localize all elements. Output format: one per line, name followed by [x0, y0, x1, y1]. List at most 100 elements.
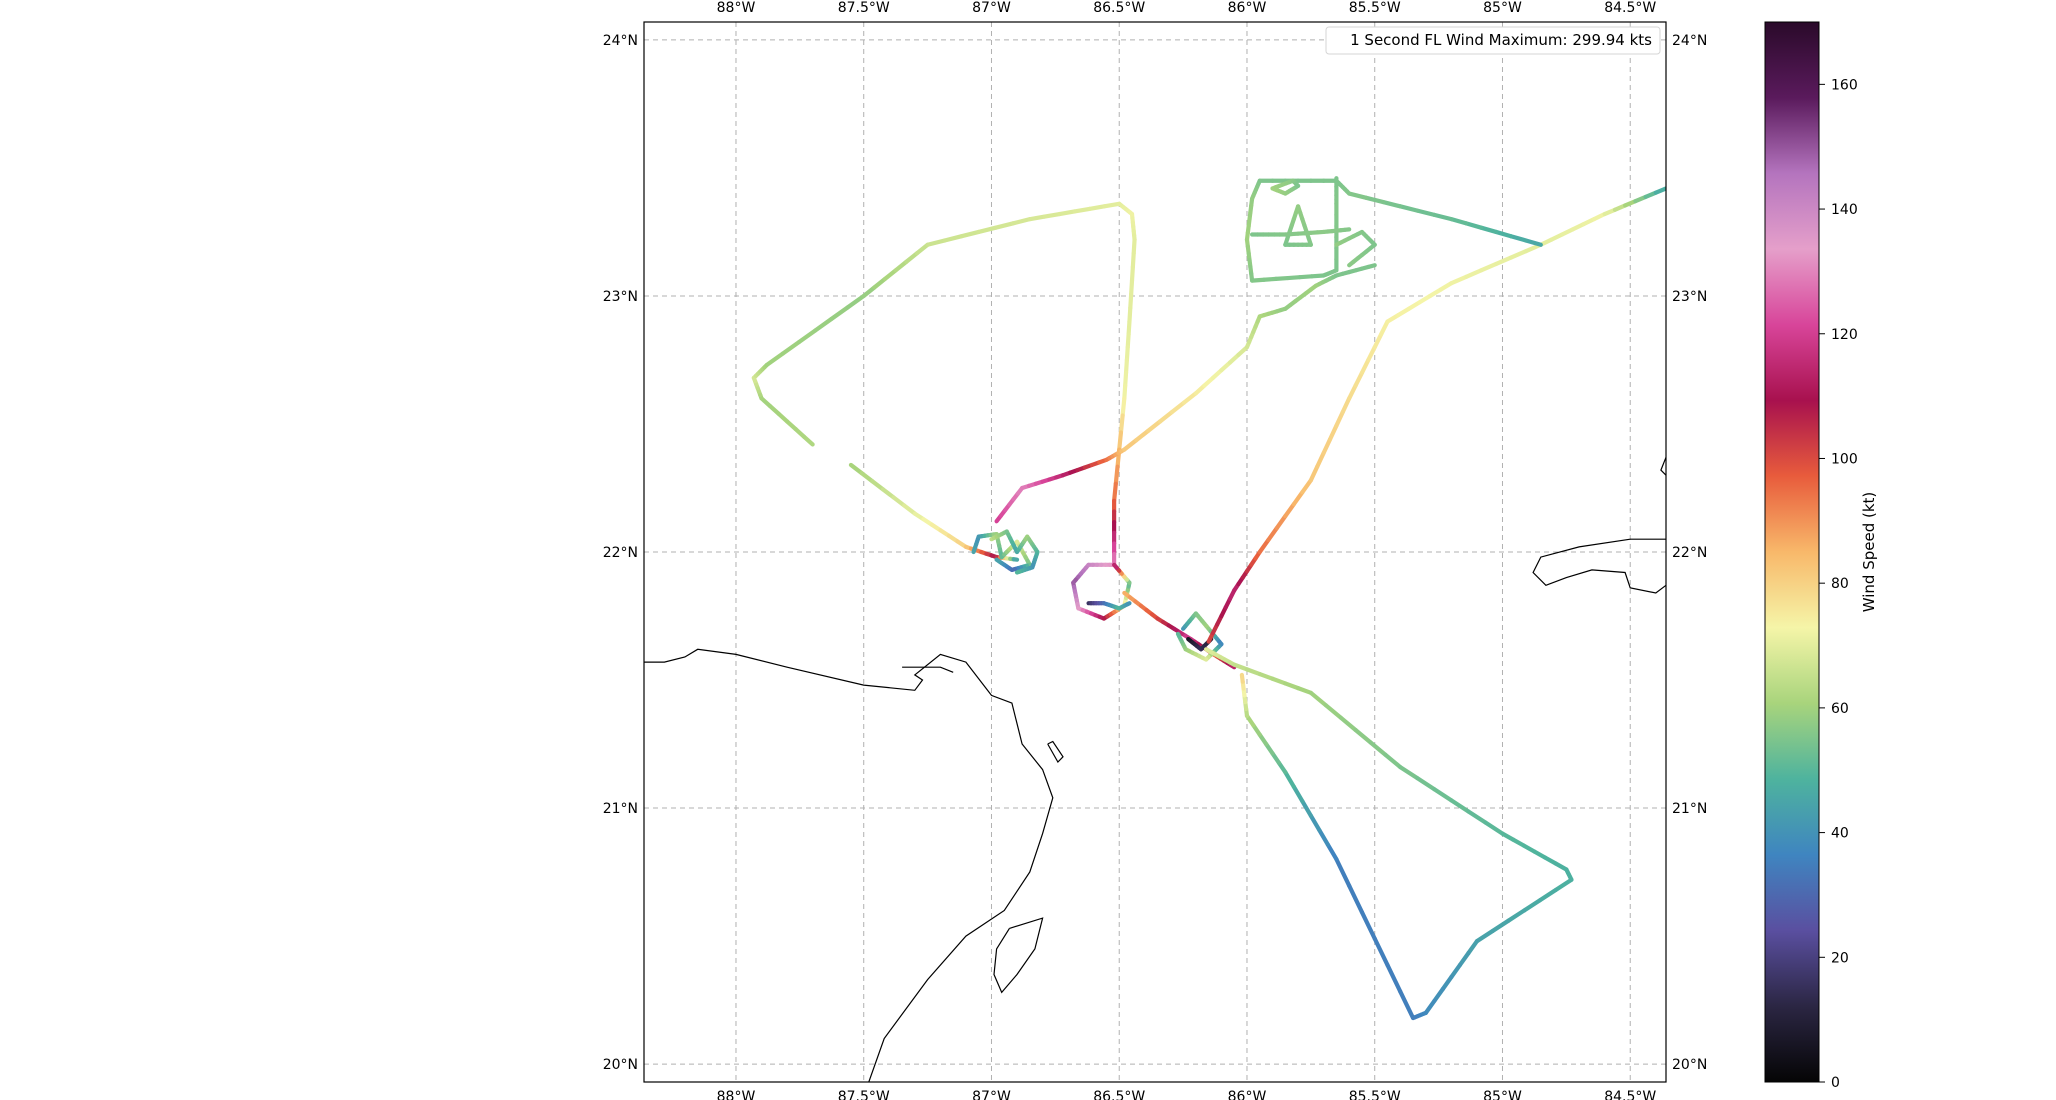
track-segment: [1257, 671, 1275, 681]
track-segment: [904, 251, 920, 264]
lon-tick-label: 84.5°W: [1604, 0, 1656, 16]
track-segment: [845, 293, 866, 310]
track-segment: [1130, 251, 1136, 270]
track-segment: [1385, 962, 1403, 994]
lon-tick-label: 86°W: [1228, 0, 1267, 16]
track-segment: [1120, 396, 1127, 418]
track-segment: [1432, 212, 1454, 222]
track-segment: [1129, 278, 1135, 297]
track-segment: [993, 221, 1015, 230]
track-segment: [1381, 199, 1403, 209]
colorbar-tick-label: 40: [1831, 826, 1849, 842]
track-segment: [1479, 261, 1499, 273]
lon-ticks-bottom: 88°W 87.5°W 87°W 86.5°W 86°W 85.5°W 85°W 84.5°W: [717, 1089, 1657, 1100]
track-segment: [1479, 225, 1499, 235]
track-segment: [1257, 537, 1271, 555]
coastline: [1660, 457, 1666, 476]
track-segment: [1175, 631, 1182, 639]
track-segment: [1338, 715, 1358, 733]
track-segment: [1493, 255, 1514, 267]
coastline-layer: [644, 457, 1666, 1082]
track-segment: [1415, 776, 1437, 792]
lon-tick-label: 88°W: [717, 0, 756, 16]
lon-tick-label: 87.5°W: [838, 0, 890, 16]
lat-ticks-right: 24°N 23°N 22°N 21°N 20°N: [1672, 33, 1707, 1073]
track-segment: [1010, 217, 1032, 226]
track-segment: [882, 268, 898, 281]
lon-tick-label: 87°W: [972, 1089, 1011, 1100]
track-segment: [1474, 928, 1495, 944]
colorbar-ticks: 0 20 40 60 80 100 120 140 160: [1819, 77, 1858, 1091]
lon-tick-label: 88°W: [717, 1089, 756, 1100]
track-segment: [1232, 662, 1250, 672]
lat-ticks-left: 24°N 23°N 22°N 21°N 20°N: [603, 33, 638, 1073]
track-segment: [925, 238, 947, 247]
track-segment: [880, 487, 896, 500]
track-segment: [1325, 842, 1339, 862]
track-segment: [1347, 883, 1365, 915]
track-segment: [1432, 787, 1454, 803]
track-segment: [870, 479, 885, 492]
track-segment: [1266, 526, 1279, 543]
track-segment: [1372, 936, 1390, 968]
track-segment: [764, 351, 785, 368]
track-segment: [1308, 813, 1322, 833]
track-segment: [1653, 186, 1666, 195]
track-segment: [1323, 703, 1343, 720]
track-segment: [1508, 234, 1529, 243]
track-segment: [1122, 438, 1139, 452]
track-segment: [1366, 263, 1377, 270]
track-segment: [891, 495, 907, 508]
track-segment: [1300, 478, 1313, 495]
track-segment: [1113, 464, 1120, 486]
track-segment: [1353, 370, 1365, 388]
track-segment: [1466, 809, 1488, 825]
track-segment: [813, 316, 834, 333]
lon-tick-label: 87°W: [972, 0, 1011, 16]
colorbar-tick-label: 20: [1831, 950, 1849, 966]
track-segment: [1122, 383, 1128, 401]
track-segment: [1321, 437, 1333, 456]
track-segment: [1364, 195, 1386, 205]
track-segment: [1123, 370, 1129, 388]
lon-tick-label: 85°W: [1483, 0, 1522, 16]
colorbar-label: Wind Speed (kt): [1860, 492, 1878, 613]
track-segment: [1340, 396, 1352, 415]
track-segment: [1291, 784, 1305, 804]
lat-tick-label: 24°N: [603, 33, 638, 49]
track-segment: [1493, 229, 1514, 239]
lat-tick-label: 21°N: [1672, 801, 1707, 817]
track-segment: [1398, 989, 1416, 1021]
track-segment: [1449, 217, 1469, 226]
track-segment: [1014, 569, 1022, 575]
coastline: [993, 917, 1044, 994]
coastline: [902, 666, 954, 673]
track-segment: [1464, 221, 1484, 230]
track-segment: [1449, 962, 1462, 980]
track-segment: [1506, 908, 1527, 923]
track-segment: [1123, 357, 1129, 375]
track-segment: [1317, 828, 1330, 847]
track-segment: [1087, 204, 1107, 212]
track-segment: [1415, 208, 1437, 217]
colorbar-bar: [1764, 21, 1820, 1083]
track-segment: [959, 229, 981, 239]
track-segment: [1128, 292, 1134, 311]
track-segment: [1181, 391, 1198, 405]
track-segment: [1072, 206, 1092, 214]
lat-tick-label: 21°N: [603, 801, 638, 817]
map-frame: [643, 21, 1667, 1083]
track-segment: [780, 339, 802, 356]
lon-tick-label: 84.5°W: [1604, 1089, 1656, 1100]
lon-tick-label: 85.5°W: [1349, 0, 1401, 16]
track-segment: [1327, 423, 1339, 442]
track-segment: [1112, 562, 1119, 570]
lon-tick-label: 85.5°W: [1349, 1089, 1401, 1100]
track-segment: [1274, 514, 1288, 531]
track-segment: [902, 503, 917, 516]
track-segment: [1553, 877, 1574, 893]
track-segment: [1244, 667, 1262, 677]
legend-label: 1 Second FL Wind Maximum: 299.94 kts: [1350, 31, 1652, 49]
lon-tick-label: 85°W: [1483, 1089, 1522, 1100]
